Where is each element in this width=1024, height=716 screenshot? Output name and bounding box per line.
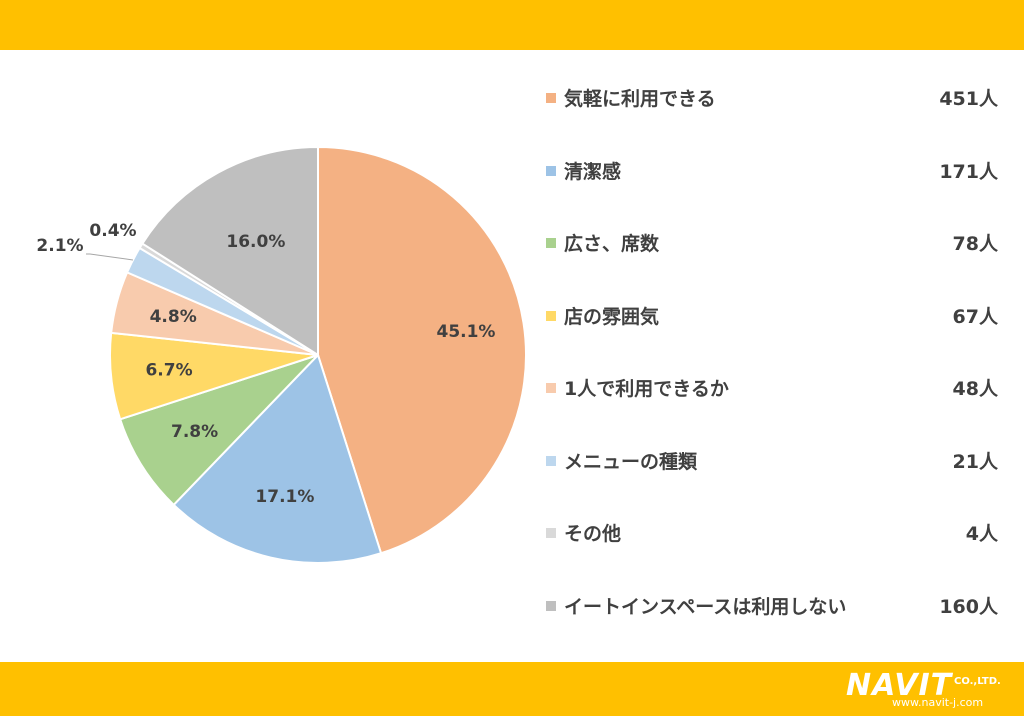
legend-swatch-6 [546,528,556,538]
top-band [0,0,1024,50]
legend-swatch-4 [546,383,556,393]
pie-slice-2 [118,354,319,507]
legend-label-1: 清潔感 [564,160,622,183]
slice-label-0: 45.1% [436,322,495,342]
legend-swatch-7 [546,600,556,611]
leader-line-5 [86,253,134,261]
pie-chart: 45.1% 17.1% 7.8% 6.7% 4.8% 2.1% 0.4% 16.0% [36,145,527,564]
pie-slice-0 [317,145,527,555]
slice-label-2: 7.8% [171,422,218,442]
legend-count-1: 171人 [939,160,998,183]
legend-swatch-0 [546,93,556,103]
legend-count-2: 78人 [952,233,998,255]
legend-item-4: 1人で利用できるか 48人 [540,368,1010,408]
legend-count-7: 160人 [939,595,998,618]
legend-swatch-5 [546,455,556,466]
slice-label-1: 17.1% [255,487,314,507]
legend-count-3: 67人 [952,305,998,328]
navit-logo: NAVIT CO.,LTD. www.navit-j.com [846,668,1016,712]
bottom-band [0,662,1024,716]
pie-slice-7 [140,145,319,357]
legend-swatch-1 [546,165,556,176]
slice-label-7: 16.0% [226,232,285,252]
legend-item-5: メニューの種類 21人 [540,441,1010,481]
legend-label-5: メニューの種類 [564,450,698,473]
legend-label-7: イートインスペースは利用しない [564,595,847,618]
legend-swatch-3 [546,310,556,321]
legend-swatch-2 [546,238,556,248]
legend-count-6: 4人 [965,523,998,545]
legend-item-1: 清潔感 171人 [540,151,1010,191]
pie-slice-1 [172,353,383,564]
slice-label-5: 2.1% [36,236,83,256]
slice-label-4: 4.8% [150,307,197,327]
legend-item-3: 店の雰囲気 67人 [540,296,1010,336]
legend-item-7: イートインスペースは利用しない 160人 [540,586,1010,626]
legend-label-6: その他 [564,523,622,545]
legend-label-3: 店の雰囲気 [564,305,660,328]
logo-url-text: www.navit-j.com [892,696,984,709]
slice-label-3: 6.7% [145,360,192,380]
legend-item-2: 広さ、席数 78人 [540,223,1010,263]
logo-company-text: CO.,LTD. [954,676,1001,687]
legend-label-4: 1人で利用できるか [564,378,729,400]
legend-item-6: その他 4人 [540,513,1010,553]
legend-label-0: 気軽に利用できる [564,88,716,110]
logo-main-text: NAVIT [846,668,953,703]
legend-count-4: 48人 [952,378,998,400]
legend-label-2: 広さ、席数 [564,233,660,255]
legend-count-5: 21人 [952,450,998,473]
legend-item-0: 気軽に利用できる 451人 [540,78,1010,118]
legend-count-0: 451人 [939,88,998,110]
slice-label-6: 0.4% [89,221,136,241]
